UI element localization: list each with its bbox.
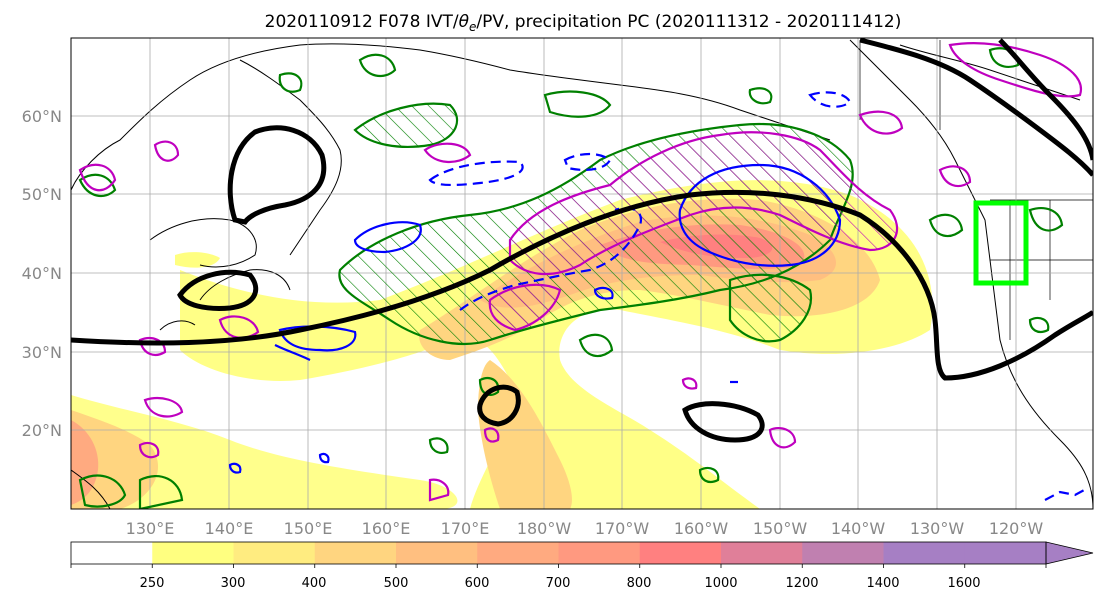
colorbar-segment	[477, 542, 559, 564]
colorbar-segment	[721, 542, 803, 564]
lon-label: 150°E	[284, 519, 333, 538]
colorbar-segment	[314, 542, 397, 564]
lat-label: 20°N	[22, 421, 62, 440]
colorbar: 250 300 400 500 600 700 800 1000 1200 14…	[70, 541, 1094, 591]
lat-label: 50°N	[22, 185, 62, 204]
colorbar-label: 250	[140, 576, 165, 591]
lon-label: 170°W	[595, 519, 650, 538]
lon-label: 140°W	[831, 519, 886, 538]
lon-label: 140°E	[205, 519, 254, 538]
colorbar-labels: 250 300 400 500 600 700 800 1000 1200 14…	[140, 576, 981, 591]
colorbar-segment	[802, 542, 884, 564]
colorbar-label: 1400	[866, 576, 899, 591]
pv-contours	[71, 38, 1093, 443]
lat-label: 30°N	[22, 343, 62, 362]
colorbar-label: 1200	[785, 576, 818, 591]
colorbar-segment	[639, 542, 722, 564]
lon-label: 170°E	[441, 519, 490, 538]
lon-axis: 130°E 140°E 150°E 160°E 170°E 180°W 170°…	[126, 519, 1044, 538]
theta-e-dashed-contours	[428, 91, 1089, 501]
lon-label: 180°W	[517, 519, 572, 538]
verification-domain-box	[973, 200, 1029, 286]
lon-label: 130°E	[126, 519, 175, 538]
colorbar-segment	[964, 542, 1047, 564]
lat-label: 60°N	[22, 107, 62, 126]
colorbar-label: 1600	[947, 576, 980, 591]
lat-axis: 60°N 50°N 40°N 30°N 20°N	[22, 107, 62, 440]
map-frame	[70, 37, 1094, 510]
colorbar-label: 1000	[704, 576, 737, 591]
colorbar-segments	[71, 542, 1047, 564]
colorbar-segment	[558, 542, 641, 564]
colorbar-segment	[71, 542, 153, 564]
lon-label: 150°W	[753, 519, 808, 538]
negative-pc-contours	[78, 41, 1083, 502]
colorbar-label: 500	[384, 576, 409, 591]
map-panel	[71, 38, 1093, 509]
lat-label: 40°N	[22, 264, 62, 283]
lon-label: 160°W	[674, 519, 729, 538]
colorbar-label: 300	[221, 576, 246, 591]
colorbar-segment	[883, 542, 966, 564]
colorbar-segment	[233, 542, 316, 564]
lon-label: 120°W	[989, 519, 1044, 538]
lon-label: 160°E	[362, 519, 411, 538]
colorbar-label: 800	[627, 576, 652, 591]
colorbar-segment	[396, 542, 478, 564]
colorbar-extend-arrow	[1045, 541, 1094, 565]
colorbar-label: 400	[302, 576, 327, 591]
colorbar-ticks	[70, 564, 1047, 568]
borders	[859, 40, 1093, 340]
colorbar-segment	[152, 542, 234, 564]
figure-title: 2020110912 F078 IVT/θe/PV, precipitation…	[265, 12, 902, 34]
lon-label: 130°W	[910, 519, 965, 538]
colorbar-label: 700	[546, 576, 571, 591]
colorbar-label: 600	[465, 576, 490, 591]
